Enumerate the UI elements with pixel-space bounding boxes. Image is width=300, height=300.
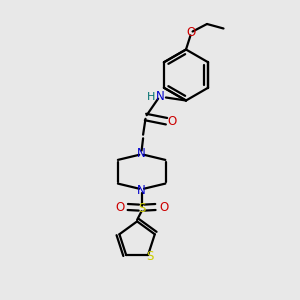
Text: H: H	[147, 92, 155, 102]
Text: S: S	[138, 202, 145, 215]
Text: S: S	[146, 250, 153, 263]
Text: O: O	[159, 200, 168, 214]
Text: N: N	[137, 146, 146, 160]
Text: N: N	[156, 90, 165, 104]
Text: N: N	[137, 184, 146, 197]
Text: O: O	[167, 115, 176, 128]
Text: O: O	[186, 26, 195, 40]
Text: O: O	[115, 200, 124, 214]
